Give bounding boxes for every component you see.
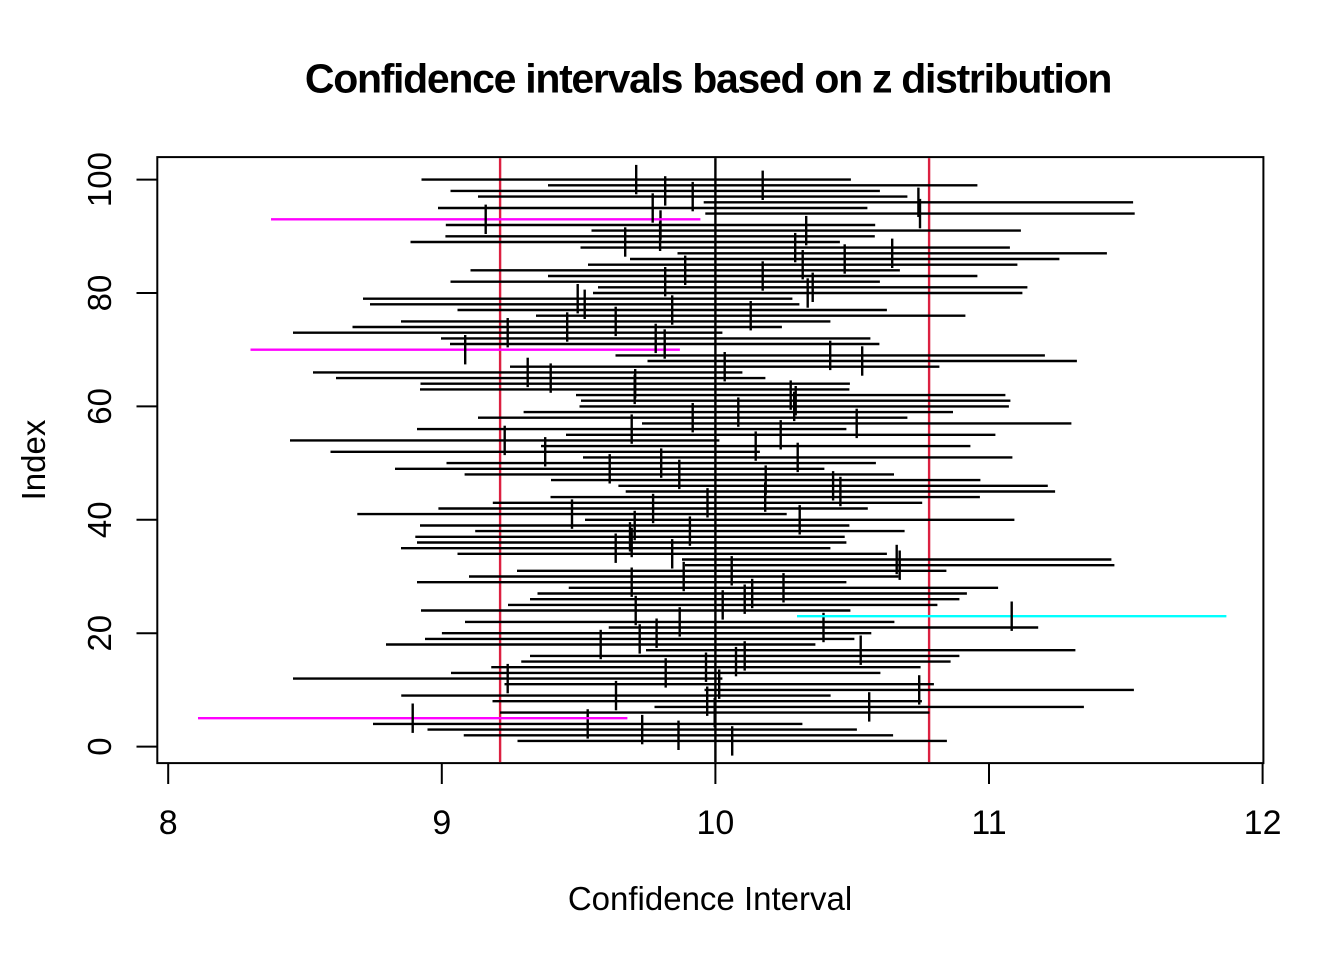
- svg-text:11: 11: [971, 804, 1006, 842]
- svg-text:10: 10: [696, 804, 734, 842]
- svg-text:Index: Index: [15, 419, 52, 500]
- svg-text:9: 9: [432, 804, 451, 842]
- svg-text:100: 100: [81, 152, 118, 207]
- svg-text:0: 0: [81, 737, 118, 755]
- svg-text:40: 40: [81, 501, 118, 538]
- svg-text:80: 80: [81, 275, 118, 312]
- svg-text:20: 20: [81, 615, 118, 652]
- svg-text:Confidence Interval: Confidence Interval: [568, 880, 852, 917]
- svg-text:Confidence intervals based on: Confidence intervals based on z distribu…: [305, 56, 1111, 102]
- svg-text:12: 12: [1244, 804, 1282, 842]
- svg-text:8: 8: [159, 804, 178, 842]
- svg-text:60: 60: [81, 388, 118, 425]
